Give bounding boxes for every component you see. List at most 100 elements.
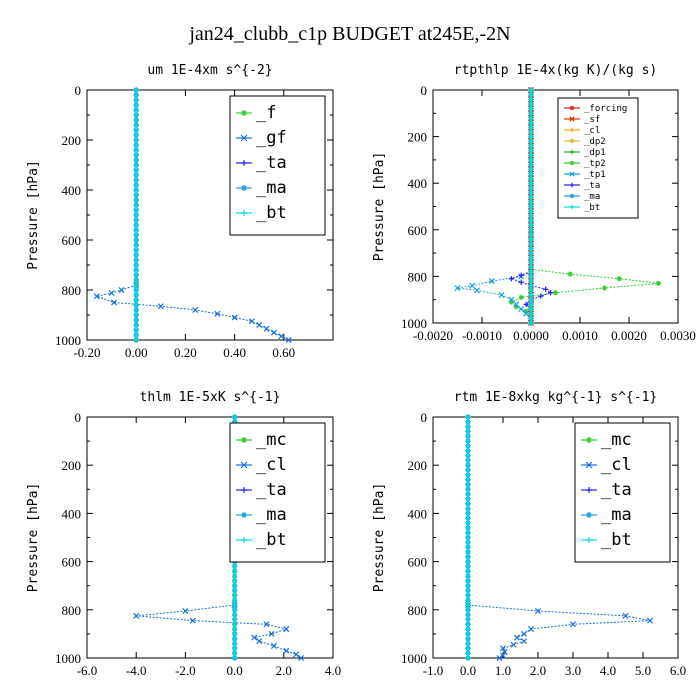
data-point: [465, 621, 471, 627]
y-tick-label: 600: [408, 555, 428, 570]
data-point: [508, 276, 514, 282]
data-point: [133, 142, 139, 148]
data-point: [465, 534, 471, 541]
y-axis-label: Pressure [hPa]: [26, 483, 41, 593]
data-point: [465, 414, 471, 420]
data-point: [232, 607, 238, 613]
legend-item: _ta: [236, 480, 287, 500]
legend-marker: [586, 437, 592, 443]
data-point: [133, 177, 139, 183]
data-point: [513, 301, 520, 308]
legend-marker: [569, 149, 575, 155]
data-point: [232, 616, 238, 623]
x-tick-label: 5.0: [635, 663, 651, 678]
legend-label: _bt: [601, 530, 632, 550]
y-tick-label: 400: [408, 506, 428, 521]
data-point: [133, 127, 139, 133]
data-point: [232, 631, 238, 637]
data-point: [499, 645, 507, 652]
legend-marker: [241, 110, 247, 116]
data-point: [465, 616, 471, 623]
legend-marker: [569, 105, 575, 111]
data-point: [133, 232, 139, 238]
x-tick-label: 3.0: [565, 663, 581, 678]
data-point: [528, 264, 534, 270]
legend-item: _gf: [236, 128, 287, 148]
data-point: [474, 287, 481, 294]
y-axis-label: Pressure [hPa]: [26, 160, 41, 270]
data-point: [518, 294, 524, 300]
legend-item: _ta: [564, 181, 600, 191]
data-point: [528, 259, 534, 266]
data-point: [133, 222, 139, 228]
data-point: [133, 122, 139, 128]
data-point: [465, 477, 471, 483]
data-point: [133, 87, 139, 93]
data-point: [133, 112, 139, 118]
x-tick-label: -6.0: [77, 663, 98, 678]
y-axis-label: Pressure [hPa]: [372, 483, 387, 593]
data-point: [133, 187, 139, 193]
legend-marker: [569, 193, 575, 199]
data-point: [133, 302, 139, 308]
legend-label: _ma: [256, 505, 287, 525]
data-point: [133, 312, 139, 318]
data-point: [133, 272, 139, 278]
legend-item: _bt: [564, 203, 600, 213]
data-point: [528, 283, 534, 289]
legend-item: _cl: [564, 126, 600, 136]
data-point: [232, 583, 238, 589]
series-line: [467, 604, 651, 659]
legend-label: _mc: [256, 430, 287, 450]
data-point: [523, 310, 530, 317]
data-point: [133, 207, 139, 213]
y-tick-label: 0: [75, 410, 82, 425]
panel-title: um 1E-4xm s^{-2}: [147, 63, 272, 78]
data-point: [465, 424, 471, 430]
data-point: [528, 96, 534, 102]
data-point: [465, 443, 471, 449]
data-point: [465, 419, 471, 425]
legend-label: _ta: [584, 181, 600, 191]
legend-label: _bt: [256, 530, 287, 550]
data-point: [133, 322, 139, 328]
x-tick-label: 0.00: [125, 345, 148, 360]
legend-item: _tp2: [564, 159, 606, 169]
data-point: [111, 299, 118, 306]
data-point: [465, 448, 471, 454]
panel-title: rtm 1E-8xkg kg^{-1} s^{-1}: [454, 390, 658, 405]
x-tick-label: -1.0: [423, 663, 444, 678]
panel-3: thlm 1E-5xK s^{-1} Pressure [hPa] 0 200 400 6…: [26, 390, 341, 678]
legend-label: _cl: [256, 455, 287, 475]
data-point: [528, 180, 534, 186]
data-point: [528, 152, 534, 158]
data-point: [528, 194, 534, 200]
data-point: [465, 636, 471, 642]
data-point: [232, 636, 238, 642]
data-point: [513, 634, 521, 641]
data-point: [528, 231, 534, 238]
data-point: [157, 303, 164, 310]
data-point: [528, 92, 534, 98]
data-point: [528, 297, 534, 303]
data-point: [232, 592, 238, 598]
data-point: [528, 250, 534, 256]
legend-marker: [241, 512, 247, 518]
data-point: [518, 272, 524, 278]
data-point: [465, 568, 471, 574]
data-point: [465, 626, 471, 632]
data-point: [133, 252, 139, 258]
legend-label: _f: [256, 103, 276, 123]
data-point: [528, 124, 534, 130]
data-point: [528, 208, 534, 214]
data-point: [133, 612, 140, 619]
figure-title: jan24_clubb_c1p BUDGET at245E,-2N: [188, 23, 510, 45]
y-tick-label: 200: [408, 458, 428, 473]
data-point: [232, 626, 238, 632]
data-point: [465, 452, 471, 459]
data-point: [133, 92, 139, 98]
y-tick-label: 600: [408, 223, 428, 238]
data-point: [465, 631, 471, 637]
data-point: [232, 587, 238, 594]
